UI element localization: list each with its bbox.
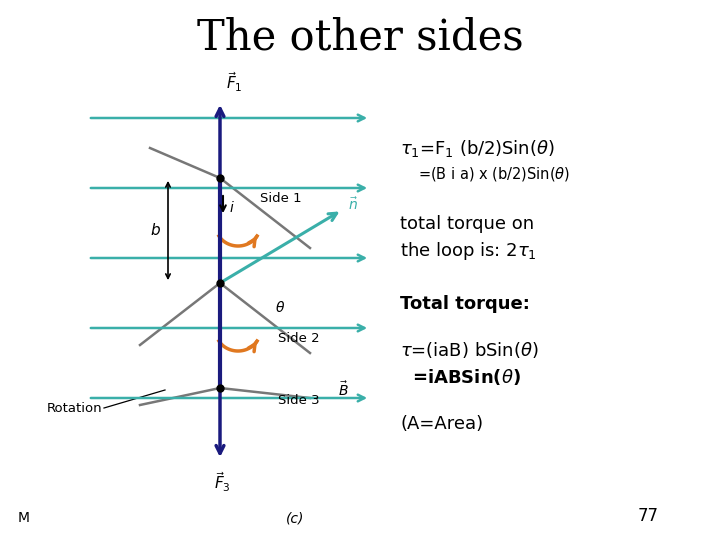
Text: Rotation: Rotation [46,402,102,415]
Text: $\vec{F}_3$: $\vec{F}_3$ [214,470,230,494]
Text: $\tau_1$=F$_1$ (b/2)Sin($\theta$): $\tau_1$=F$_1$ (b/2)Sin($\theta$) [400,138,555,159]
Text: The other sides: The other sides [197,17,523,59]
Text: $\vec{n}$: $\vec{n}$ [348,197,359,213]
Text: $\tau$=(iaB) bSin($\theta$): $\tau$=(iaB) bSin($\theta$) [400,340,539,360]
Text: b: b [150,223,160,238]
Text: the loop is: 2$\tau_1$: the loop is: 2$\tau_1$ [400,240,537,262]
Text: Side 3: Side 3 [278,394,320,407]
Text: =iABSin($\theta$): =iABSin($\theta$) [412,367,521,387]
Text: 77: 77 [637,507,659,525]
Text: (A=Area): (A=Area) [400,415,483,433]
Text: $\vec{B}$: $\vec{B}$ [338,381,348,399]
Text: Total torque:: Total torque: [400,295,530,313]
Text: $\vec{F}_1$: $\vec{F}_1$ [226,70,243,94]
Text: =(B i a) x (b/2)Sin($\theta$): =(B i a) x (b/2)Sin($\theta$) [418,165,570,183]
Text: $\theta$: $\theta$ [275,300,285,315]
Text: i: i [230,201,234,215]
Text: total torque on: total torque on [400,215,534,233]
Text: M: M [18,511,30,525]
Text: Side 1: Side 1 [260,192,302,205]
Text: Side 2: Side 2 [278,332,320,345]
Text: (c): (c) [286,511,304,525]
